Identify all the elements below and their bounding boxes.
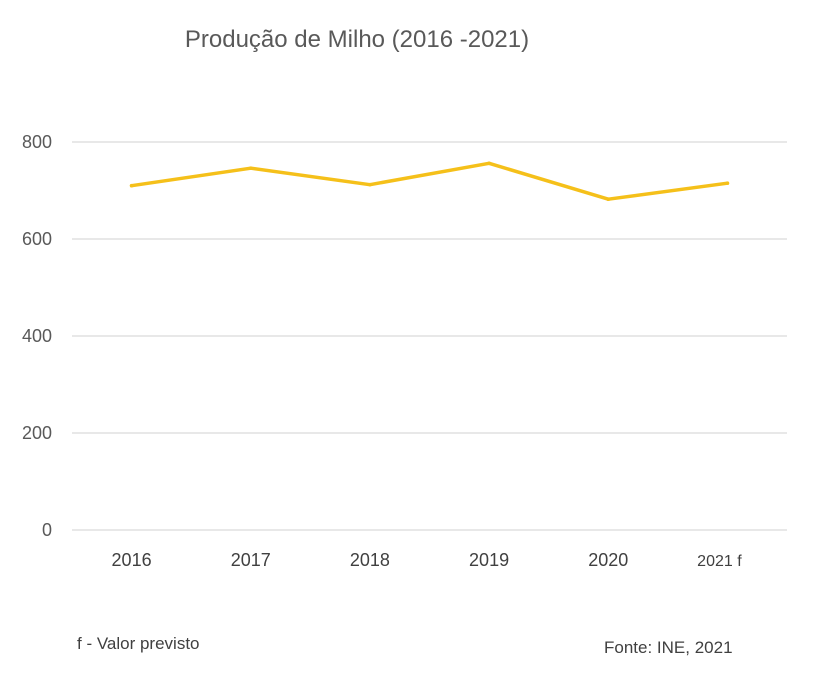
y-axis-ticks: 0 200 400 600 800 [22, 132, 52, 540]
data-point-2020 [606, 197, 611, 202]
y-tick-label: 0 [42, 520, 52, 540]
x-tick-label: 2021 f [697, 553, 742, 570]
chart-title: Produção de Milho (2016 -2021) [185, 26, 529, 53]
x-tick-label: 2017 [231, 550, 271, 570]
forecast-footnote: f - Valor previsto [77, 634, 200, 653]
y-tick-label: 600 [22, 229, 52, 249]
y-tick-label: 800 [22, 132, 52, 152]
data-point-2016 [129, 183, 134, 188]
series-group [129, 161, 730, 202]
x-axis-ticks: 2016 2017 2018 2019 2020 2021 f [112, 550, 743, 570]
x-tick-label: 2016 [112, 550, 152, 570]
y-tick-label: 200 [22, 423, 52, 443]
source-note: Fonte: INE, 2021 [604, 638, 733, 657]
gridlines [72, 141, 787, 531]
x-tick-label: 2018 [350, 550, 390, 570]
x-tick-label: 2020 [588, 550, 628, 570]
data-point-2021-f [725, 181, 730, 186]
data-point-2019 [487, 161, 491, 166]
data-point-2018 [368, 182, 372, 187]
series-line [129, 161, 730, 201]
x-tick-label: 2019 [469, 550, 509, 570]
data-point-2017 [248, 166, 253, 170]
y-tick-label: 400 [22, 326, 52, 346]
